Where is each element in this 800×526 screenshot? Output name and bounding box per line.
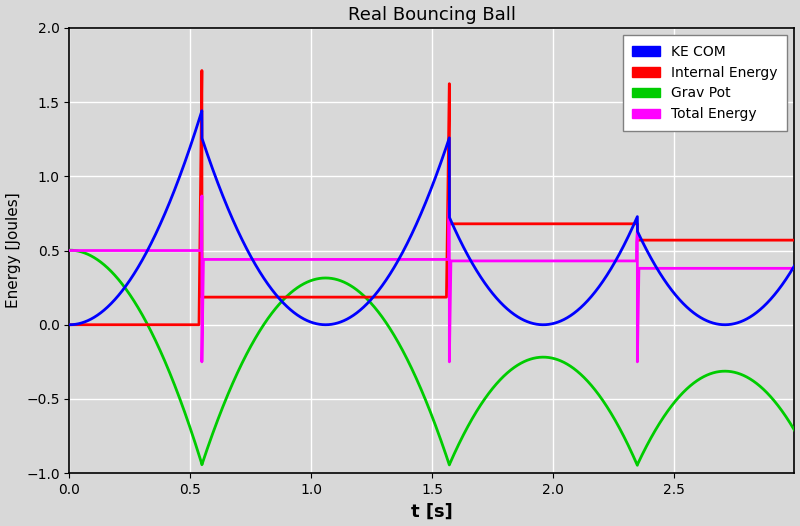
Legend: KE COM, Internal Energy, Grav Pot, Total Energy: KE COM, Internal Energy, Grav Pot, Total… <box>622 35 787 131</box>
Y-axis label: Energy [Joules]: Energy [Joules] <box>6 193 21 308</box>
X-axis label: t [s]: t [s] <box>411 502 453 520</box>
Title: Real Bouncing Ball: Real Bouncing Ball <box>348 6 516 24</box>
